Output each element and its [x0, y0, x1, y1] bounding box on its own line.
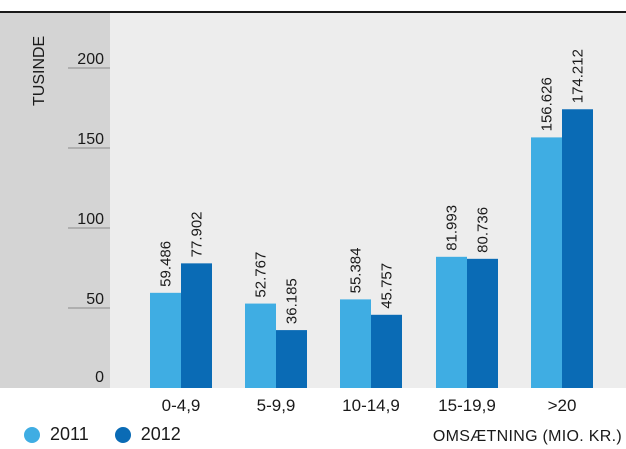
bars: 59.486 77.902 52.767 36.185 55.384 45.757 81.9… — [150, 49, 593, 388]
legend: 2011 2012 — [24, 424, 207, 445]
legend-label-2011: 2011 — [50, 424, 89, 444]
y-tick-label: 150 — [77, 131, 104, 148]
bar-2012-0 — [181, 263, 212, 388]
data-label: 156.626 — [539, 77, 556, 131]
data-label: 174.212 — [570, 49, 587, 103]
y-tick-label: 200 — [77, 51, 104, 68]
data-label: 77.902 — [189, 211, 206, 257]
data-label: 45.757 — [379, 263, 396, 309]
axis-panel — [0, 12, 110, 388]
category-label: 10-14,9 — [342, 396, 400, 415]
data-label: 59.486 — [158, 241, 175, 287]
legend-item-2011: 2011 — [24, 424, 89, 445]
bar-2012-4 — [562, 109, 593, 388]
bar-2011-4 — [531, 137, 562, 388]
category-label: 15-19,9 — [438, 396, 496, 415]
category-labels: 0-4,9 5-9,9 10-14,9 15-19,9 >20 — [162, 396, 577, 415]
y-tick-label: 50 — [86, 291, 104, 308]
data-label: 36.185 — [284, 278, 301, 324]
x-axis-title: OMSÆTNING (MIO. KR.) — [432, 428, 622, 445]
y-tick-label: 100 — [77, 211, 104, 228]
category-label: 5-9,9 — [257, 396, 296, 415]
data-label: 80.736 — [475, 207, 492, 253]
legend-label-2012: 2012 — [140, 424, 181, 444]
bar-2011-1 — [245, 303, 276, 388]
data-label: 81.993 — [444, 205, 461, 251]
bar-2012-3 — [467, 258, 498, 388]
data-label: 52.767 — [253, 252, 270, 298]
legend-swatch-2011 — [24, 426, 40, 443]
y-axis-title: TUSINDE — [31, 36, 48, 106]
category-label: 0-4,9 — [162, 396, 201, 415]
bar-2011-3 — [436, 256, 467, 388]
bar-2011-0 — [150, 292, 181, 388]
category-label: >20 — [548, 396, 577, 415]
bar-2012-2 — [371, 314, 402, 388]
bar-2012-1 — [276, 330, 307, 388]
data-label: 55.384 — [348, 247, 365, 293]
legend-swatch-2012 — [114, 426, 131, 443]
bar-2011-2 — [340, 299, 371, 388]
legend-item-2012: 2012 — [114, 424, 181, 445]
y-ticks: 0 50 100 150 200 — [68, 51, 110, 386]
y-tick-label: 0 — [95, 369, 104, 386]
